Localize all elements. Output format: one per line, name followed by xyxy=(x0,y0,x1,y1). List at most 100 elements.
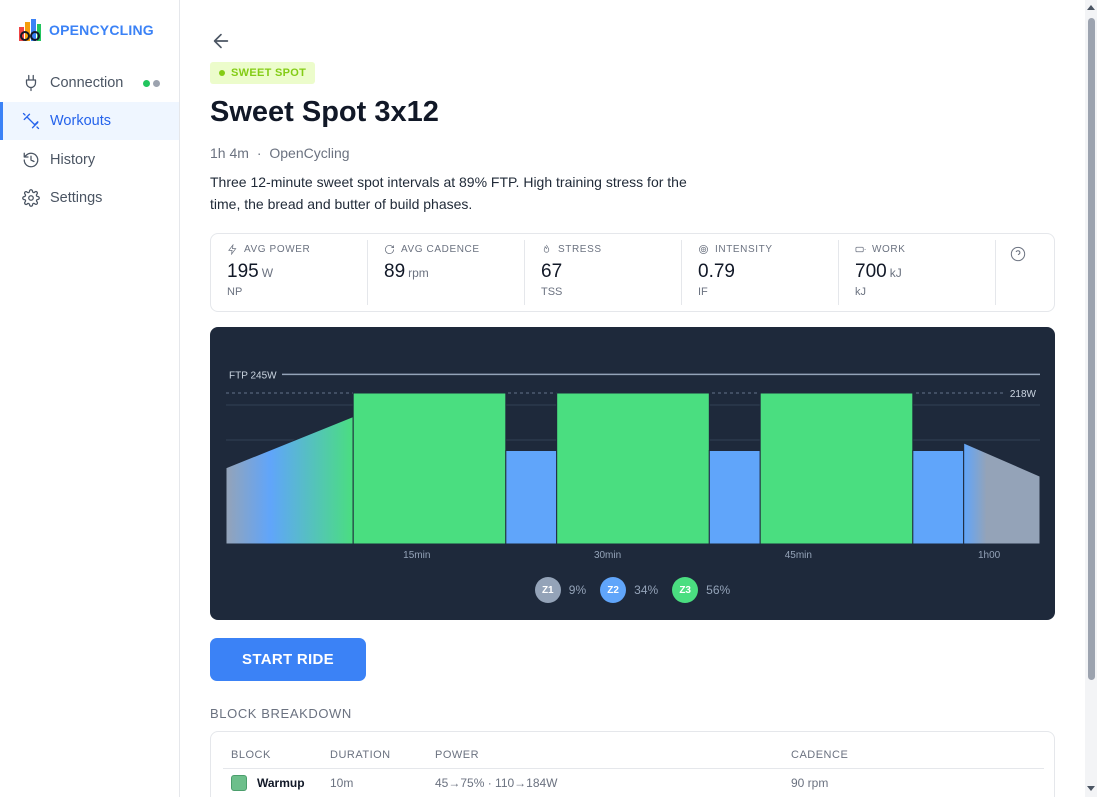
workout-meta: 1h 4m · OpenCycling xyxy=(210,145,350,161)
zone-item: Z2 34% xyxy=(600,577,658,603)
block-name: Warmup xyxy=(257,776,305,791)
stat-label-text: INTENSITY xyxy=(715,244,773,255)
stat-sub: NP xyxy=(227,286,243,298)
start-ride-button[interactable]: START RIDE xyxy=(210,638,366,681)
brand-name: OPENCYCLING xyxy=(49,22,154,38)
ftp-label: FTP 245W xyxy=(229,370,277,381)
sidebar-item-workouts[interactable]: Workouts xyxy=(0,102,179,140)
page-title: Sweet Spot 3x12 xyxy=(210,96,439,128)
sidebar: OPENCYCLING Connection Workouts History … xyxy=(0,0,180,797)
workout-segment-z2 xyxy=(912,450,965,545)
block-breakdown-table: BLOCK DURATION POWER CADENCE Warmup 10m … xyxy=(210,731,1055,797)
zone-item: Z3 56% xyxy=(672,577,730,603)
sidebar-item-label: History xyxy=(50,152,96,168)
workout-segment-cooldown xyxy=(963,442,1041,545)
sidebar-item-settings[interactable]: Settings xyxy=(0,179,179,217)
zone-badge: Z3 xyxy=(672,577,699,603)
workout-segment-z3 xyxy=(759,392,914,545)
stat-label-text: AVG CADENCE xyxy=(401,244,480,255)
stat-unit: rpm xyxy=(408,266,429,280)
stats-panel: AVG POWER 195 W NP AVG CADENCE 89 rpm STRE… xyxy=(210,233,1055,312)
stat-label-text: STRESS xyxy=(558,244,602,255)
zone-badge: Z1 xyxy=(534,577,561,603)
workout-chart-svg: FTP 245W 218W 15min 30min 45min 1h00 xyxy=(225,370,1041,561)
zone-pct: 56% xyxy=(706,583,731,597)
table-row[interactable]: Warmup 10m 45→75% · 110→184W 90 rpm xyxy=(223,768,1044,797)
cadence-cell: 90 rpm xyxy=(791,776,829,791)
workout-segment-z2 xyxy=(505,450,558,545)
block-cell: Warmup xyxy=(223,768,322,797)
stat-value-number: 89 xyxy=(384,261,406,282)
sidebar-item-label: Connection xyxy=(50,75,124,91)
breakdown-table: BLOCK DURATION POWER CADENCE Warmup 10m … xyxy=(223,742,1044,797)
dumbbell-icon xyxy=(22,112,40,130)
x-tick-label: 30min xyxy=(594,550,621,561)
stat-sub: IF xyxy=(698,286,708,298)
workout-segment-z3 xyxy=(352,392,507,545)
stat-avg-cadence: AVG CADENCE 89 rpm xyxy=(368,240,525,305)
sidebar-item-history[interactable]: History xyxy=(0,141,179,179)
stat-value: 700 kJ xyxy=(855,261,995,283)
power-cell: 45→75% · 110→184W xyxy=(435,776,558,791)
stat-label-text: WORK xyxy=(872,244,906,255)
x-tick-label: 45min xyxy=(785,550,812,561)
stat-label: STRESS xyxy=(541,244,681,255)
workout-segment-warmup xyxy=(225,415,354,545)
table-header-row: BLOCK DURATION POWER CADENCE xyxy=(223,742,1044,769)
block-breakdown-title: BLOCK BREAKDOWN xyxy=(210,706,352,721)
stat-label: INTENSITY xyxy=(698,244,838,255)
main-content: SWEET SPOT Sweet Spot 3x12 1h 4m · OpenC… xyxy=(180,0,1085,797)
sidebar-item-connection[interactable]: Connection xyxy=(0,64,179,102)
scrollbar-thumb[interactable] xyxy=(1088,18,1095,680)
workout-description: Three 12-minute sweet spot intervals at … xyxy=(210,174,687,212)
stat-value-number: 67 xyxy=(541,261,563,282)
workout-segment-z2 xyxy=(708,450,761,545)
stat-value: 0.79 xyxy=(698,261,838,283)
workout-author: OpenCycling xyxy=(269,145,350,161)
workout-tag: SWEET SPOT xyxy=(210,62,316,84)
status-dot xyxy=(153,79,161,87)
meta-separator: · xyxy=(256,145,262,161)
workout-segment-z3 xyxy=(556,392,710,545)
zone-badge: Z2 xyxy=(600,577,627,603)
stat-label: AVG CADENCE xyxy=(384,244,524,255)
connection-status-indicator xyxy=(143,79,161,87)
stat-sub: kJ xyxy=(855,286,866,298)
stats-help-button[interactable] xyxy=(996,234,1039,311)
brand[interactable]: OPENCYCLING xyxy=(18,18,154,42)
flame-icon xyxy=(543,244,550,253)
stat-label: AVG POWER xyxy=(227,244,367,255)
stat-label-text: AVG POWER xyxy=(244,244,311,255)
block-color-swatch xyxy=(231,775,247,792)
scrollbar[interactable] xyxy=(1085,0,1097,797)
workout-tag-label: SWEET SPOT xyxy=(231,67,307,79)
stat-stress: STRESS 67 TSS xyxy=(525,240,682,305)
tag-dot xyxy=(219,70,225,76)
stat-intensity: INTENSITY 0.79 IF xyxy=(682,240,839,305)
stat-value-number: 700 xyxy=(855,261,887,282)
refresh-icon xyxy=(385,245,394,254)
back-button[interactable] xyxy=(210,30,232,52)
stat-sub: TSS xyxy=(541,286,563,298)
scroll-up-icon[interactable] xyxy=(1087,5,1095,10)
x-tick-label: 15min xyxy=(403,550,430,561)
zone-pct: 9% xyxy=(568,583,587,597)
stat-value: 195 W xyxy=(227,261,367,283)
stat-unit: W xyxy=(261,266,274,280)
scroll-down-icon[interactable] xyxy=(1087,786,1095,791)
target-label: 218W xyxy=(1010,389,1037,400)
target-icon xyxy=(699,245,708,254)
bolt-icon xyxy=(228,244,237,255)
zone-pct: 34% xyxy=(634,583,659,597)
sidebar-item-label: Workouts xyxy=(50,113,111,129)
stat-work: WORK 700 kJ kJ xyxy=(839,240,996,305)
arrow-left-icon xyxy=(213,33,229,49)
workout-chart: FTP 245W 218W 15min 30min 45min 1h00 Z1 9% Z2… xyxy=(210,327,1055,620)
history-icon xyxy=(23,152,39,168)
stat-label: WORK xyxy=(855,244,995,255)
column-header-duration: DURATION xyxy=(322,742,427,769)
stat-value-number: 0.79 xyxy=(698,261,735,282)
column-header-cadence: CADENCE xyxy=(783,742,1044,769)
duration-cell: 10m xyxy=(330,776,354,791)
stat-unit: kJ xyxy=(889,266,902,280)
